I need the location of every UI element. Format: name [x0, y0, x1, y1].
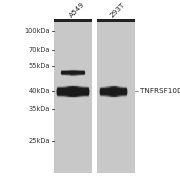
Text: 25kDa: 25kDa [28, 138, 50, 144]
Text: TNFRSF10D: TNFRSF10D [140, 88, 180, 94]
Bar [54, 19, 92, 22]
Text: 55kDa: 55kDa [28, 63, 50, 69]
Bar [92, 22, 97, 173]
Text: A549: A549 [68, 2, 86, 19]
Text: 293T: 293T [109, 2, 126, 19]
Bar [97, 19, 135, 22]
Text: 100kDa: 100kDa [24, 28, 50, 34]
Text: 35kDa: 35kDa [29, 106, 50, 112]
Text: 70kDa: 70kDa [28, 47, 50, 53]
Text: 40kDa: 40kDa [28, 88, 50, 94]
